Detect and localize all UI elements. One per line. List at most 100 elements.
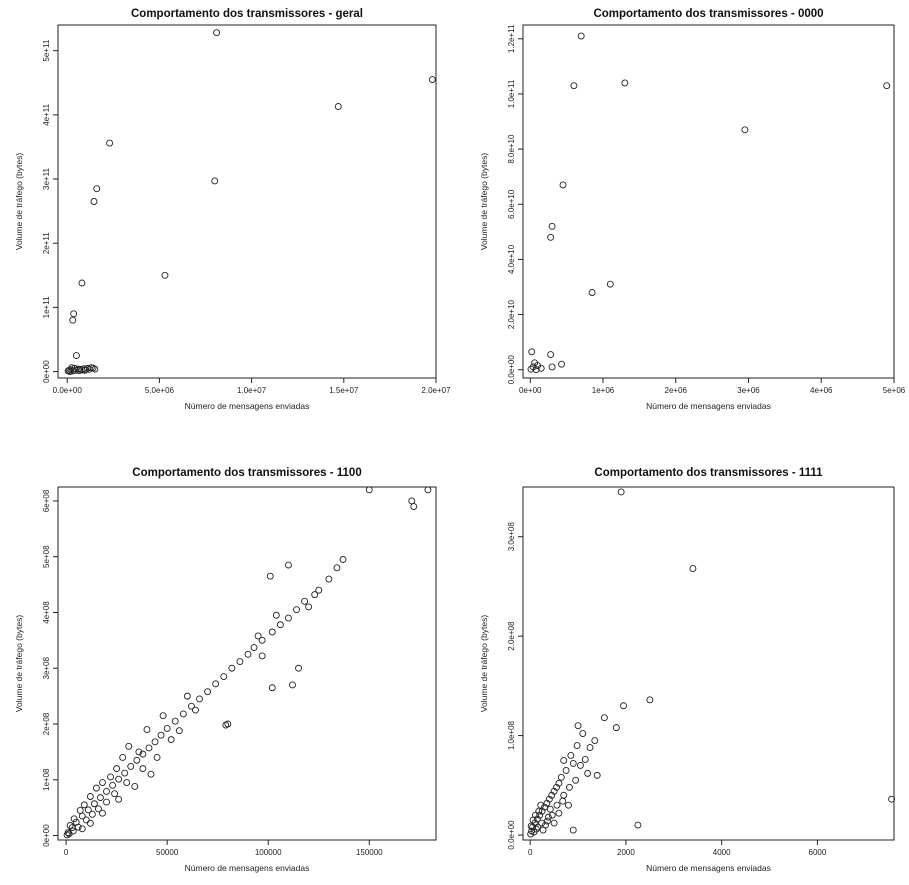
plot-frame — [57, 24, 437, 379]
x-tick-label: 1e+06 — [592, 386, 615, 395]
data-point — [179, 710, 187, 718]
data-point — [565, 801, 572, 809]
data-point — [258, 652, 266, 660]
x-tick-label: 4000 — [713, 848, 731, 857]
data-point — [339, 556, 347, 563]
data-point — [74, 823, 82, 831]
data-point — [171, 717, 179, 725]
data-point — [109, 781, 117, 789]
data-point — [555, 779, 563, 787]
data-point — [161, 271, 169, 279]
data-point — [533, 815, 541, 823]
y-tick-label: 0e+00 — [42, 360, 51, 383]
data-point — [527, 365, 535, 373]
chart-title: Comportamento dos transmissores - 1100 — [132, 467, 361, 479]
data-point — [70, 310, 78, 318]
y-tick-label: 0e+00 — [42, 824, 51, 847]
data-point — [544, 813, 552, 821]
data-point — [147, 770, 155, 778]
data-point — [543, 799, 551, 807]
data-point — [131, 783, 139, 790]
data-point — [92, 784, 100, 792]
data-point — [81, 366, 89, 374]
data-point — [88, 810, 96, 818]
panel-4: Comportamento dos transmissores - 1111 0 2… — [479, 467, 896, 873]
data-point — [99, 809, 106, 817]
data-point — [591, 737, 599, 745]
data-point — [548, 222, 556, 230]
y-tick-label: 3e+08 — [42, 656, 51, 679]
data-point — [539, 826, 547, 834]
x-axis-label: Número de mensagens enviadas — [185, 863, 310, 873]
data-point — [153, 754, 161, 761]
y-tick-label: 1.0e+11 — [507, 79, 516, 108]
x-tick-label: 6000 — [809, 848, 827, 857]
data-point — [333, 564, 341, 572]
data-point — [581, 756, 589, 763]
data-point — [119, 754, 127, 761]
y-tick-label: 6e+08 — [42, 489, 51, 512]
x-tick-label: 2000 — [617, 848, 635, 857]
data-point — [546, 805, 554, 813]
data-point — [90, 198, 98, 205]
x-tick-label: 1.5e+07 — [329, 386, 359, 395]
x-tick-label: 3e+06 — [737, 386, 760, 395]
data-point — [569, 759, 577, 767]
data-point — [532, 366, 540, 374]
chart-title: Comportamento dos transmissores - 1111 — [594, 467, 823, 479]
data-point — [553, 801, 561, 809]
data-point — [75, 367, 83, 375]
x-tick-label: 1.0e+07 — [237, 386, 267, 395]
data-point — [96, 794, 104, 802]
data-point — [284, 561, 292, 569]
data-point — [325, 575, 333, 583]
data-point — [121, 769, 129, 777]
data-point — [741, 126, 749, 134]
data-point — [163, 725, 171, 732]
data-point — [272, 611, 280, 619]
y-tick-label: 2.0e+08 — [507, 621, 516, 651]
data-point — [276, 621, 284, 629]
data-point — [555, 809, 563, 817]
data-point — [689, 565, 697, 572]
data-point — [222, 721, 230, 729]
data-point — [80, 801, 88, 809]
y-tick-label: 0.0e+00 — [507, 820, 516, 850]
data-point — [125, 742, 133, 750]
y-tick-label: 1.2e+11 — [507, 24, 516, 53]
data-point — [268, 684, 276, 692]
data-point — [293, 606, 300, 614]
x-tick-label: 0e+00 — [519, 386, 542, 395]
data-point — [528, 348, 536, 356]
data-point — [99, 779, 106, 787]
data-point — [315, 586, 323, 594]
data-point — [91, 365, 99, 373]
y-tick-label: 1e+11 — [42, 296, 51, 318]
data-point — [565, 783, 573, 791]
data-point — [527, 830, 535, 838]
x-tick-label: 2e+06 — [665, 386, 688, 395]
data-point — [612, 724, 620, 732]
data-point — [537, 364, 545, 372]
data-point — [576, 761, 584, 769]
data-point — [593, 771, 601, 779]
data-point — [567, 752, 575, 759]
data-point — [548, 363, 556, 371]
data-point — [284, 614, 292, 622]
data-point — [295, 664, 302, 672]
data-point — [115, 775, 123, 783]
x-tick-label: 50000 — [156, 848, 179, 857]
data-point — [65, 830, 73, 838]
x-axis-label: Número de mensagens enviadas — [185, 401, 310, 411]
data-point — [106, 139, 114, 147]
data-point — [220, 673, 228, 681]
data-point — [211, 177, 219, 185]
data-point — [143, 726, 151, 734]
data-point — [167, 736, 175, 744]
data-point — [548, 811, 556, 819]
x-tick-label: 5e+06 — [883, 386, 906, 395]
data-point — [579, 730, 587, 738]
data-point — [553, 783, 560, 791]
